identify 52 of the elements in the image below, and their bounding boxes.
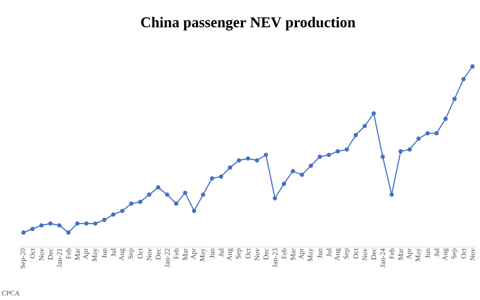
point	[470, 64, 475, 69]
point	[434, 131, 439, 136]
point	[111, 212, 116, 217]
point	[354, 132, 358, 138]
point	[443, 116, 448, 121]
point	[246, 156, 250, 161]
point	[416, 136, 421, 141]
point	[398, 149, 403, 154]
point	[344, 147, 349, 152]
point	[300, 172, 304, 177]
point	[75, 221, 80, 226]
point	[147, 192, 152, 197]
point	[408, 147, 412, 152]
point	[326, 152, 331, 158]
point	[218, 174, 224, 179]
point	[236, 158, 242, 162]
point	[272, 196, 278, 200]
point	[120, 208, 124, 214]
point	[228, 165, 232, 170]
point	[93, 221, 98, 226]
point	[372, 111, 376, 116]
point	[129, 202, 134, 206]
point	[200, 192, 206, 197]
point	[362, 124, 367, 128]
point	[66, 230, 71, 235]
point	[282, 182, 286, 186]
point	[452, 96, 457, 102]
point	[84, 221, 88, 226]
point	[48, 221, 53, 226]
point	[156, 185, 160, 190]
chart-title: China passenger NEV production	[141, 16, 356, 30]
point	[39, 223, 44, 228]
point	[182, 190, 188, 195]
point	[102, 218, 106, 222]
point	[165, 192, 170, 197]
point	[30, 226, 35, 232]
point	[192, 208, 196, 214]
point	[390, 192, 394, 197]
point	[254, 158, 260, 162]
point	[336, 149, 340, 154]
point	[290, 169, 296, 174]
point	[308, 164, 314, 168]
point	[174, 202, 178, 206]
point	[57, 223, 62, 228]
point	[461, 76, 466, 82]
point	[210, 176, 214, 181]
point	[425, 131, 430, 136]
point	[138, 200, 142, 204]
point	[21, 230, 26, 235]
point	[318, 154, 322, 159]
point	[380, 154, 385, 159]
point	[264, 152, 268, 158]
